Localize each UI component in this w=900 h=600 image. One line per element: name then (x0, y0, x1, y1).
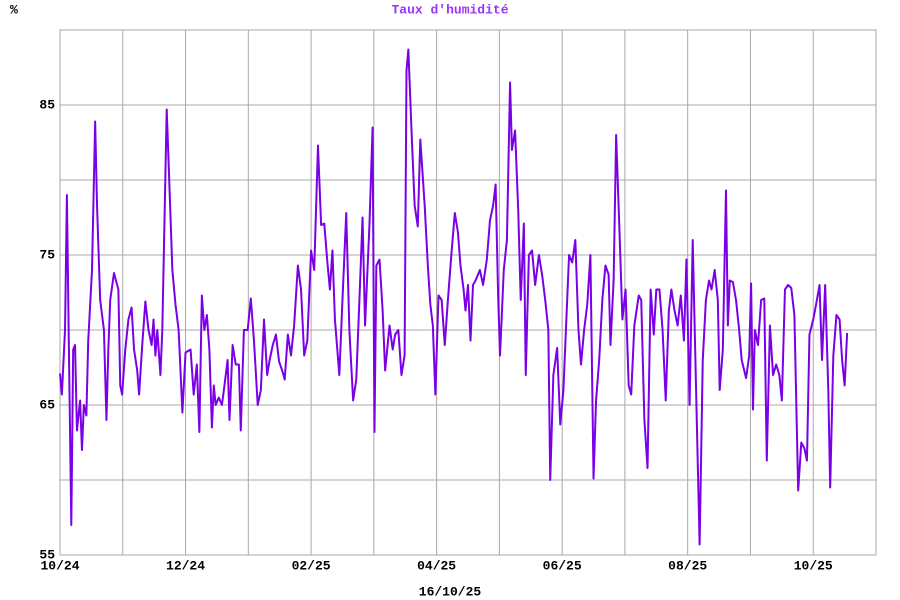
x-tick-label: 10/25 (794, 558, 833, 573)
y-tick-label: 65 (39, 397, 55, 412)
x-tick-label: 04/25 (417, 558, 456, 573)
y-tick-label: 75 (39, 247, 55, 262)
data-line (59, 48, 849, 546)
chart-title: Taux d'humidité (391, 2, 508, 17)
x-tick-label: 10/24 (40, 558, 79, 573)
y-tick-label: 85 (39, 97, 55, 112)
x-tick-label: 02/25 (292, 558, 331, 573)
x-tick-label: 08/25 (668, 558, 707, 573)
y-unit: % (10, 2, 18, 17)
x-tick-label: 06/25 (543, 558, 582, 573)
x-label: 16/10/25 (419, 584, 482, 599)
y-tick-label: 55 (39, 547, 55, 562)
x-tick-label: 12/24 (166, 558, 205, 573)
